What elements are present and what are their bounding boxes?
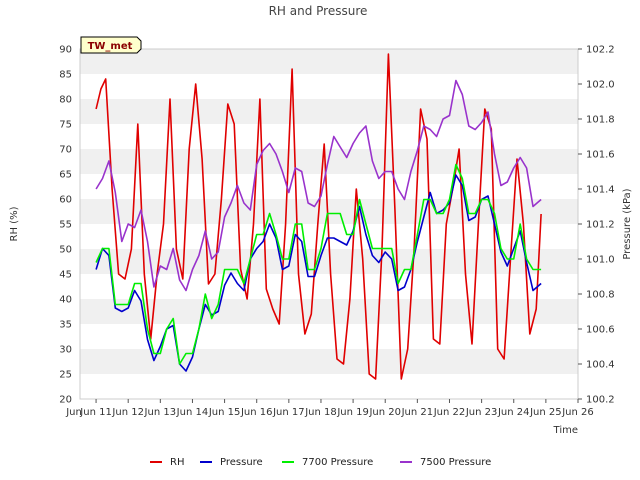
grid-band [80,99,578,124]
x-tick-label: Jun 16 [240,407,273,418]
chart-title: RH and Pressure [269,4,368,18]
plot-lines [95,53,542,380]
right-tick-label: 101.4 [586,185,615,196]
left-tick-label: 35 [59,320,72,331]
right-tick-label: 101.0 [586,255,615,266]
left-tick-label: 60 [59,195,72,206]
x-tick-label: Jun [65,407,82,418]
grid-band [80,174,578,199]
right-tick-label: 100.2 [586,395,615,406]
legend-label: RH [170,457,184,468]
left-tick-label: 55 [59,220,72,231]
x-tick-label: Jun 24 [497,407,530,418]
left-axis-ticks: 20 25 30 35 40 45 50 55 60 65 70 75 80 85 90 [59,45,72,406]
x-tick-label: Jun 12 [111,407,144,418]
left-tick-label: 75 [59,120,72,131]
x-tick-label: Jun 23 [465,407,498,418]
x-tick-label: Jun 11 [79,407,112,418]
right-tick-label: 100.6 [586,325,615,336]
station-badge: TW_met [80,36,142,54]
right-tick-label: 100.4 [586,360,615,371]
grid-band [80,74,578,99]
grid-band [80,49,578,74]
series-line-pressure [95,174,542,372]
left-tick-label: 40 [59,295,72,306]
legend-label: Pressure [220,457,263,468]
right-tick-label: 101.8 [586,115,615,126]
right-axis-ticks: 100.2 100.4 100.6 100.8 101.0 101.2 101.4 101.6… [578,45,615,406]
right-tick-label: 101.2 [586,220,615,231]
x-tick-label: Jun 17 [272,407,305,418]
badge-label: TW_met [88,41,133,52]
right-tick-label: 100.8 [586,290,615,301]
grid-band [80,349,578,374]
x-axis-label: Time [553,425,578,436]
left-tick-label: 90 [59,45,72,56]
x-tick-label: Jun 21 [401,407,434,418]
x-tick-label: Jun 18 [304,407,337,418]
left-tick-label: 65 [59,170,72,181]
grid-band [80,299,578,324]
right-tick-label: 101.6 [586,150,615,161]
series-line-7500-pressure [95,79,542,292]
grid-band [80,199,578,224]
x-tick-label: Jun 25 [529,407,562,418]
left-tick-label: 45 [59,270,72,281]
left-tick-label: 30 [59,345,72,356]
x-tick-label: Jun 14 [176,407,209,418]
left-tick-label: 25 [59,370,72,381]
grid-band [80,374,578,399]
grid-band [80,149,578,174]
grid-bands [80,49,578,399]
legend-label: 7700 Pressure [302,457,373,468]
left-tick-label: 20 [59,395,72,406]
right-tick-label: 102.2 [586,45,615,56]
grid-band [80,124,578,149]
series-line-7700-pressure [95,163,542,365]
left-tick-label: 50 [59,245,72,256]
x-tick-label: Jun 15 [208,407,241,418]
right-tick-label: 102.0 [586,80,615,91]
x-tick-label: Jun 19 [336,407,369,418]
left-tick-label: 85 [59,70,72,81]
left-tick-label: 80 [59,95,72,106]
series-line-rh [95,53,542,380]
right-axis-label: Pressure (kPa) [622,188,633,259]
left-tick-label: 70 [59,145,72,156]
x-tick-label: Jun 20 [368,407,401,418]
legend-label: 7500 Pressure [420,457,491,468]
x-tick-label: Jun 26 [561,407,594,418]
badge-box [80,36,142,54]
x-tick-label: Jun 13 [144,407,177,418]
legend: RH Pressure 7700 Pressure 7500 Pressure [150,457,491,468]
x-tick-label: Jun 22 [433,407,466,418]
x-axis-ticks: Jun 11 Jun 12 Jun 13 Jun 14 Jun 15 Jun 16 Jun … [65,399,594,418]
left-axis-label: RH (%) [9,206,20,241]
grid-band [80,324,578,349]
